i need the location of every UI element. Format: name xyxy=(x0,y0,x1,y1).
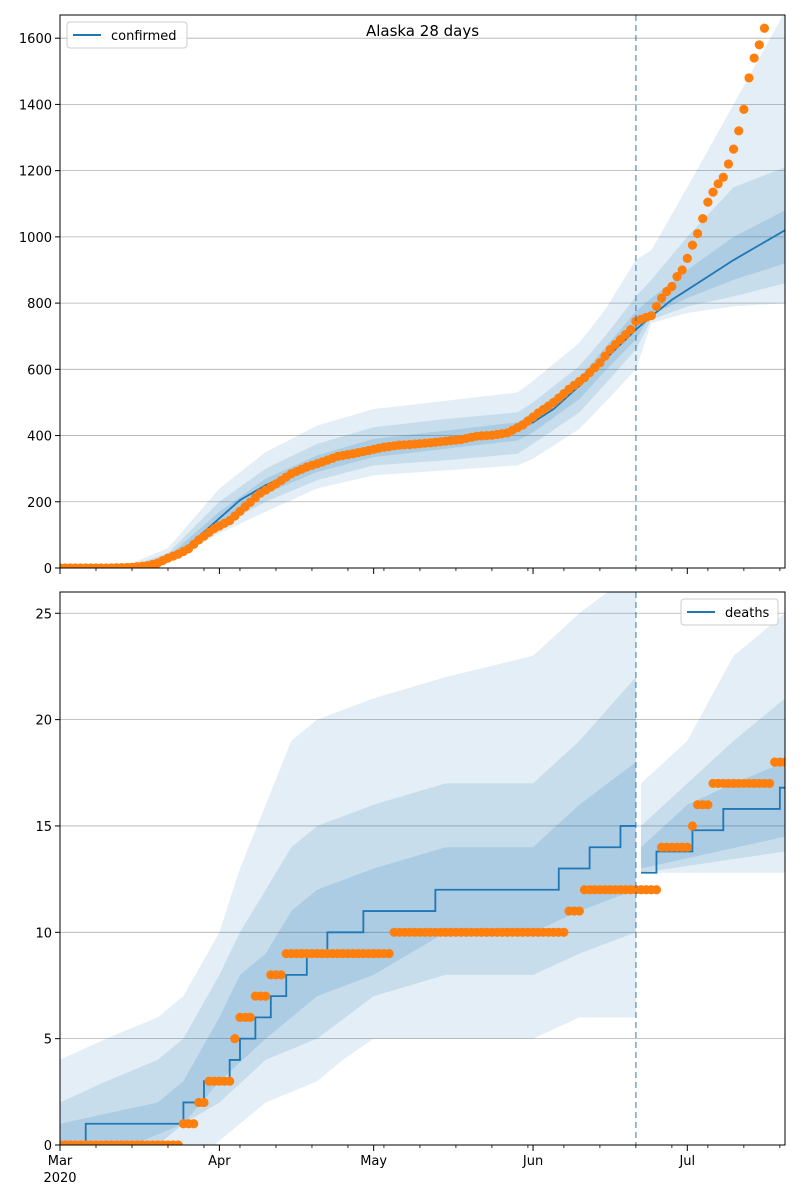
observed-point xyxy=(230,1034,240,1044)
observed-point xyxy=(574,906,584,916)
uncertainty-band-1 xyxy=(641,613,785,873)
legend-box xyxy=(66,21,188,49)
observed-point xyxy=(667,281,677,292)
legend-label: confirmed xyxy=(111,29,177,44)
observed-point xyxy=(595,358,605,368)
observed-point xyxy=(600,351,610,361)
chart-title: Alaska 28 days xyxy=(366,22,479,40)
observed-point xyxy=(682,253,692,263)
y-tick-label: 1600 xyxy=(19,32,52,47)
observed-point xyxy=(245,1012,255,1022)
x-tick-sublabel: 2020 xyxy=(43,1171,76,1186)
observed-point xyxy=(651,885,662,895)
uncertainty-band-2 xyxy=(60,677,636,1145)
y-tick-label: 20 xyxy=(35,714,52,729)
observed-point xyxy=(728,144,739,154)
observed-point xyxy=(559,927,569,937)
observed-point xyxy=(173,1140,183,1145)
observed-point xyxy=(276,970,286,980)
observed-point xyxy=(687,821,698,831)
observed-point xyxy=(656,293,667,303)
axes-frame xyxy=(59,14,786,569)
observed-point xyxy=(651,301,662,312)
y-tick-label: 1200 xyxy=(19,165,52,180)
observed-point xyxy=(739,104,749,114)
observed-point xyxy=(646,311,656,321)
panel-1: 0 200 400 600 800 1000 1200 1400 1600 Alaska 28 d… xyxy=(19,14,786,577)
y-tick-label: 0 xyxy=(44,562,52,577)
observed-point xyxy=(672,271,682,282)
plot-area xyxy=(60,592,785,1145)
x-tick-label: Apr xyxy=(208,1154,231,1169)
uncertainty-band-3 xyxy=(641,762,785,869)
x-tick-label: May xyxy=(360,1154,387,1169)
y-tick-label: 400 xyxy=(27,430,52,445)
y-tick-label: 25 xyxy=(35,607,52,622)
observed-point xyxy=(225,1076,235,1086)
observed-point xyxy=(687,240,698,250)
observed-point xyxy=(780,757,785,767)
x-tick-label: Jun xyxy=(522,1154,543,1169)
axes-frame xyxy=(59,591,786,1146)
legend-label: deaths xyxy=(725,606,770,621)
observed-point xyxy=(764,778,775,789)
y-tick-label: 1000 xyxy=(19,231,52,246)
observed-point xyxy=(261,991,271,1001)
panel-2: 0 5 10 15 20 25 Mar 2020 Apr May Jun Jul deaths xyxy=(35,591,786,1186)
uncertainty-band-1 xyxy=(60,592,636,1145)
y-tick-label: 600 xyxy=(27,363,52,378)
uncertainty-band-1 xyxy=(60,15,785,568)
x-tick-label: Jul xyxy=(678,1154,695,1169)
y-tick-label: 800 xyxy=(27,297,52,312)
y-tick-label: 200 xyxy=(27,496,52,511)
observed-point xyxy=(759,23,770,33)
observed-point xyxy=(199,1097,209,1108)
observed-point xyxy=(713,179,723,189)
plot-area xyxy=(60,15,785,568)
observed-point xyxy=(698,214,708,224)
y-tick-label: 10 xyxy=(35,926,52,941)
observed-point xyxy=(744,73,754,83)
observed-point xyxy=(703,800,713,810)
observed-point xyxy=(749,53,759,63)
observed-point xyxy=(189,1119,199,1129)
observed-point xyxy=(384,948,394,959)
legend-box xyxy=(680,598,779,626)
y-tick-label: 0 xyxy=(44,1139,52,1154)
observed-point xyxy=(734,126,744,136)
y-tick-label: 1400 xyxy=(19,98,52,113)
observed-point xyxy=(677,265,687,275)
observed-point xyxy=(708,187,718,197)
y-tick-label: 5 xyxy=(44,1033,52,1048)
observed-point xyxy=(723,159,734,169)
model-forecast-line xyxy=(641,786,785,874)
observed-point xyxy=(718,172,728,182)
observed-point xyxy=(703,197,713,207)
x-tick-label: Mar xyxy=(48,1154,73,1169)
y-tick-label: 15 xyxy=(35,820,52,835)
observed-point xyxy=(682,842,692,852)
observed-point xyxy=(754,40,764,50)
observed-point xyxy=(626,324,636,335)
observed-point xyxy=(692,228,703,239)
